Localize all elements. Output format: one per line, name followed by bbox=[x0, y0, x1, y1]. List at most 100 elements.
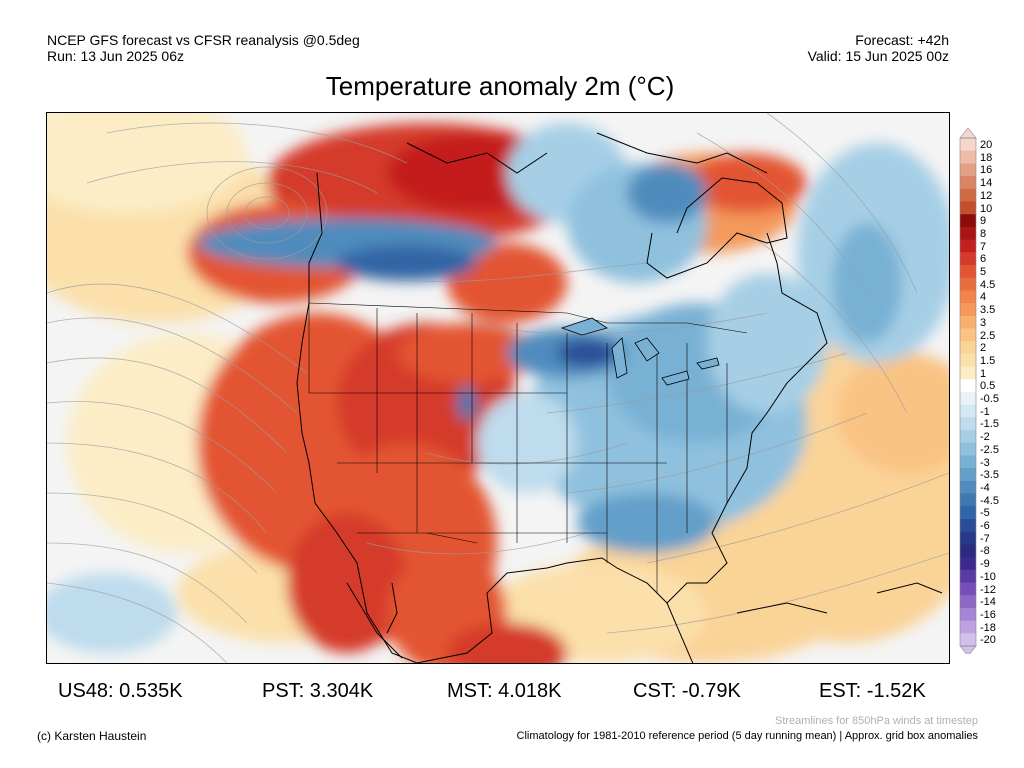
colorbar-swatch bbox=[960, 595, 976, 609]
colorbar-swatch bbox=[960, 506, 976, 520]
colorbar-swatch bbox=[960, 188, 976, 202]
colorbar-label: 6 bbox=[980, 253, 987, 266]
colorbar-swatch bbox=[960, 265, 976, 279]
colorbar-swatch bbox=[960, 607, 976, 622]
colorbar-label: 4 bbox=[980, 291, 987, 304]
colorbar-swatch bbox=[960, 303, 976, 317]
colorbar-swatch bbox=[960, 519, 976, 533]
valid-line: Valid: 15 Jun 2025 00z bbox=[807, 48, 949, 64]
colorbar-swatch bbox=[960, 379, 976, 393]
colorbar-label: -14 bbox=[980, 596, 996, 609]
colorbar-swatch bbox=[960, 455, 976, 469]
colorbar-swatch bbox=[960, 531, 976, 545]
colorbar-swatch bbox=[960, 404, 976, 418]
colorbar-label: 2.5 bbox=[980, 329, 996, 342]
colorbar-label: -2.5 bbox=[980, 443, 999, 456]
colorbar-label: 10 bbox=[980, 202, 993, 215]
colorbar-swatch bbox=[960, 315, 976, 329]
streamline-note: Streamlines for 850hPa winds at timestep bbox=[775, 715, 978, 727]
colorbar-label: 20 bbox=[980, 139, 993, 151]
header-left: NCEP GFS forecast vs CFSR reanalysis @0.… bbox=[47, 32, 360, 64]
state-borders bbox=[308, 302, 748, 593]
colorbar-swatch bbox=[960, 569, 976, 583]
colorbar-label: 3 bbox=[980, 316, 987, 329]
colorbar-label: 7 bbox=[980, 240, 987, 253]
colorbar-swatch bbox=[960, 138, 976, 152]
colorbar-label: -4.5 bbox=[980, 494, 999, 507]
great-lakes bbox=[560, 317, 720, 386]
colorbar-swatch bbox=[960, 163, 976, 177]
model-line: NCEP GFS forecast vs CFSR reanalysis @0.… bbox=[47, 32, 360, 48]
colorbar-label: -7 bbox=[980, 532, 990, 545]
coastlines bbox=[296, 132, 943, 663]
colorbar-swatch bbox=[960, 341, 976, 355]
colorbar-outline bbox=[959, 137, 977, 647]
colorbar-swatch bbox=[960, 417, 976, 431]
colorbar-max-arrow bbox=[959, 127, 977, 139]
colorbar-label: 1 bbox=[980, 367, 987, 380]
colorbar-swatch bbox=[960, 150, 976, 164]
colorbar-swatch bbox=[960, 226, 976, 241]
anomaly-field bbox=[47, 113, 949, 663]
colorbar bbox=[959, 127, 977, 657]
colorbar-label: 12 bbox=[980, 189, 993, 202]
colorbar-label: 3.5 bbox=[980, 304, 996, 317]
colorbar-swatch bbox=[960, 620, 976, 634]
colorbar-label: -20 bbox=[980, 634, 996, 647]
colorbar-label: -8 bbox=[980, 545, 990, 558]
colorbar-swatch bbox=[960, 239, 976, 253]
climatology-note: Climatology for 1981-2010 reference peri… bbox=[516, 730, 978, 742]
regional-anomaly-stats: US48: 0.535K PST: 3.304K MST: 4.018K CST… bbox=[0, 680, 1024, 706]
colorbar-swatch bbox=[960, 290, 976, 304]
colorbar-label: -9 bbox=[980, 558, 990, 571]
run-line: Run: 13 Jun 2025 06z bbox=[47, 48, 184, 64]
stat-mst: MST: 4.018K bbox=[447, 680, 562, 702]
colorbar-label: 8 bbox=[980, 227, 987, 240]
colorbar-swatch bbox=[960, 277, 976, 291]
header-right: Forecast: +42h Valid: 15 Jun 2025 00z bbox=[808, 32, 949, 64]
colorbar-label: -0.5 bbox=[980, 393, 999, 405]
colorbar-min-arrow bbox=[959, 645, 977, 657]
colorbar-label: -10 bbox=[980, 570, 996, 583]
colorbar-swatch bbox=[960, 201, 976, 215]
colorbar-swatch bbox=[960, 176, 976, 190]
forecast-line: Forecast: +42h bbox=[855, 32, 949, 48]
colorbar-swatch bbox=[960, 480, 976, 495]
colorbar-swatch bbox=[960, 392, 976, 406]
colorbar-label: 2 bbox=[980, 342, 987, 355]
colorbar-label: 14 bbox=[980, 177, 993, 190]
colorbar-swatch bbox=[960, 430, 976, 444]
colorbar-swatch bbox=[960, 328, 976, 342]
colorbar-label: -5 bbox=[980, 507, 990, 520]
colorbar-swatch bbox=[960, 442, 976, 456]
colorbar-swatch bbox=[960, 366, 976, 380]
colorbar-legend: 20 18 16 14 12 10 9 8 7 6 5 4.5 4 3.5 3 2.5 2 1.5 1 0.5 -0.5… bbox=[958, 127, 999, 659]
colorbar-label: 16 bbox=[980, 164, 993, 177]
colorbar-label: 18 bbox=[980, 151, 993, 164]
colorbar-label: -4 bbox=[980, 481, 990, 494]
colorbar-label: -18 bbox=[980, 621, 996, 634]
colorbar-label: 0.5 bbox=[980, 380, 996, 393]
copyright: (c) Karsten Haustein bbox=[37, 729, 147, 743]
colorbar-label: 4.5 bbox=[980, 278, 996, 291]
stat-pst: PST: 3.304K bbox=[262, 680, 374, 702]
colorbar-swatch bbox=[960, 493, 976, 507]
colorbar-label: 9 bbox=[980, 215, 987, 228]
colorbar-swatch bbox=[960, 582, 976, 596]
colorbar-label: -16 bbox=[980, 608, 996, 621]
colorbar-label: -1 bbox=[980, 405, 990, 418]
map-title: Temperature anomaly 2m (°C) bbox=[325, 71, 675, 101]
colorbar-label: 1.5 bbox=[980, 354, 996, 367]
colorbar-label: -1.5 bbox=[980, 418, 999, 431]
anomaly-map bbox=[46, 112, 950, 664]
colorbar-swatch bbox=[960, 557, 976, 571]
colorbar-swatch bbox=[960, 544, 976, 558]
colorbar-swatch bbox=[960, 468, 976, 482]
colorbar-label: 5 bbox=[980, 266, 987, 278]
colorbar-label: -2 bbox=[980, 431, 990, 444]
colorbar-swatch bbox=[960, 214, 976, 228]
colorbar-label: -3.5 bbox=[980, 469, 999, 482]
colorbar-swatch bbox=[960, 353, 976, 368]
stat-est: EST: -1.52K bbox=[819, 680, 926, 702]
colorbar-swatch bbox=[960, 633, 976, 647]
